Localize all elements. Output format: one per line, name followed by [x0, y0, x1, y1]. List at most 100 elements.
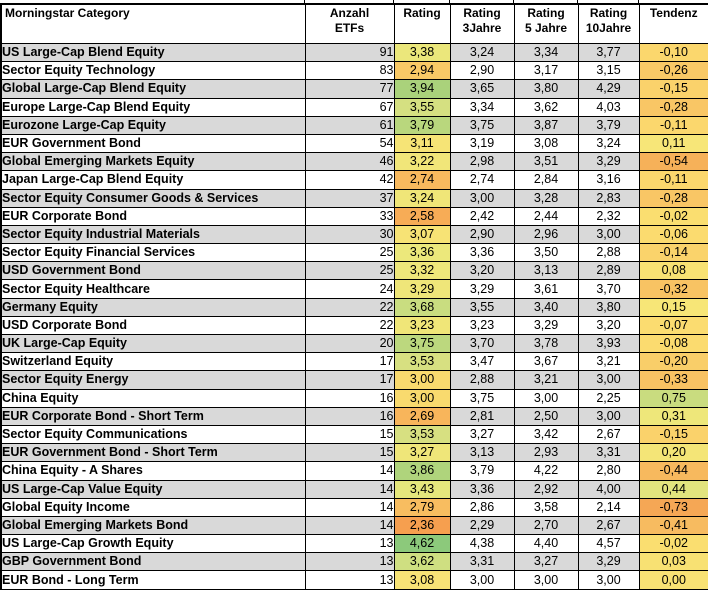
tendenz-cell[interactable]: -0,11 — [638, 170, 708, 190]
category-cell[interactable]: UK Large-Cap Equity — [0, 333, 306, 354]
rating-cell[interactable]: 3,62 — [393, 552, 451, 572]
rating-10jahre-cell[interactable]: 3,00 — [577, 224, 640, 245]
tendenz-cell[interactable]: -0,33 — [638, 370, 708, 390]
header-anzahl-etfs[interactable]: Anzahl ETFs — [304, 3, 395, 44]
rating-3jahre-cell[interactable]: 3,31 — [449, 552, 515, 572]
rating-10jahre-cell[interactable]: 2,25 — [577, 388, 640, 408]
anzahl-etfs-cell[interactable]: 83 — [304, 61, 395, 81]
tendenz-cell[interactable]: 0,44 — [638, 479, 708, 499]
rating-10jahre-cell[interactable]: 3,00 — [577, 406, 640, 426]
rating-5jahre-cell[interactable]: 4,40 — [513, 534, 579, 554]
rating-5jahre-cell[interactable]: 3,42 — [513, 424, 579, 445]
rating-3jahre-cell[interactable]: 3,65 — [449, 79, 515, 99]
rating-cell[interactable]: 3,53 — [393, 352, 451, 372]
rating-3jahre-cell[interactable]: 2,42 — [449, 206, 515, 226]
rating-cell[interactable]: 3,07 — [393, 224, 451, 245]
rating-cell[interactable]: 3,53 — [393, 424, 451, 445]
anzahl-etfs-cell[interactable]: 30 — [304, 224, 395, 245]
rating-5jahre-cell[interactable]: 3,08 — [513, 133, 579, 154]
rating-cell[interactable]: 2,58 — [393, 206, 451, 226]
rating-10jahre-cell[interactable]: 4,57 — [577, 534, 640, 554]
header-rating-3jahre[interactable]: Rating 3Jahre — [449, 3, 515, 44]
rating-cell[interactable]: 3,32 — [393, 261, 451, 281]
category-cell[interactable]: Global Large-Cap Blend Equity — [0, 79, 306, 99]
anzahl-etfs-cell[interactable]: 13 — [304, 570, 395, 590]
category-cell[interactable]: US Large-Cap Growth Equity — [0, 534, 306, 554]
tendenz-cell[interactable]: -0,02 — [638, 206, 708, 226]
anzahl-etfs-cell[interactable]: 20 — [304, 333, 395, 354]
rating-3jahre-cell[interactable]: 3,20 — [449, 261, 515, 281]
category-cell[interactable]: US Large-Cap Blend Equity — [0, 42, 306, 63]
rating-3jahre-cell[interactable]: 2,88 — [449, 370, 515, 390]
tendenz-cell[interactable]: -0,44 — [638, 461, 708, 481]
category-cell[interactable]: EUR Government Bond - Short Term — [0, 443, 306, 463]
rating-10jahre-cell[interactable]: 2,67 — [577, 424, 640, 445]
rating-10jahre-cell[interactable]: 3,80 — [577, 297, 640, 317]
rating-5jahre-cell[interactable]: 2,92 — [513, 479, 579, 499]
rating-cell[interactable]: 3,29 — [393, 279, 451, 299]
anzahl-etfs-cell[interactable]: 25 — [304, 261, 395, 281]
rating-3jahre-cell[interactable]: 3,34 — [449, 97, 515, 117]
rating-3jahre-cell[interactable]: 3,19 — [449, 133, 515, 154]
tendenz-cell[interactable]: 0,75 — [638, 388, 708, 408]
tendenz-cell[interactable]: 0,08 — [638, 261, 708, 281]
rating-5jahre-cell[interactable]: 3,61 — [513, 279, 579, 299]
rating-cell[interactable]: 2,74 — [393, 170, 451, 190]
anzahl-etfs-cell[interactable]: 15 — [304, 443, 395, 463]
rating-cell[interactable]: 2,94 — [393, 61, 451, 81]
rating-5jahre-cell[interactable]: 2,96 — [513, 224, 579, 245]
rating-3jahre-cell[interactable]: 3,75 — [449, 388, 515, 408]
rating-5jahre-cell[interactable]: 3,28 — [513, 188, 579, 208]
rating-5jahre-cell[interactable]: 3,78 — [513, 333, 579, 354]
rating-cell[interactable]: 3,86 — [393, 461, 451, 481]
rating-cell[interactable]: 3,23 — [393, 315, 451, 336]
rating-10jahre-cell[interactable]: 2,88 — [577, 243, 640, 263]
anzahl-etfs-cell[interactable]: 14 — [304, 461, 395, 481]
category-cell[interactable]: Europe Large-Cap Blend Equity — [0, 97, 306, 117]
anzahl-etfs-cell[interactable]: 22 — [304, 315, 395, 336]
rating-10jahre-cell[interactable]: 2,32 — [577, 206, 640, 226]
category-cell[interactable]: EUR Bond - Long Term — [0, 570, 306, 590]
tendenz-cell[interactable]: -0,10 — [638, 42, 708, 63]
category-cell[interactable]: Sector Equity Consumer Goods & Services — [0, 188, 306, 208]
rating-5jahre-cell[interactable]: 2,50 — [513, 406, 579, 426]
category-cell[interactable]: GBP Government Bond — [0, 552, 306, 572]
rating-3jahre-cell[interactable]: 3,27 — [449, 424, 515, 445]
rating-10jahre-cell[interactable]: 3,24 — [577, 133, 640, 154]
tendenz-cell[interactable]: -0,32 — [638, 279, 708, 299]
anzahl-etfs-cell[interactable]: 24 — [304, 279, 395, 299]
rating-cell[interactable]: 3,79 — [393, 115, 451, 135]
rating-cell[interactable]: 3,24 — [393, 188, 451, 208]
anzahl-etfs-cell[interactable]: 14 — [304, 515, 395, 536]
tendenz-cell[interactable]: -0,15 — [638, 79, 708, 99]
rating-5jahre-cell[interactable]: 3,00 — [513, 570, 579, 590]
anzahl-etfs-cell[interactable]: 15 — [304, 424, 395, 445]
anzahl-etfs-cell[interactable]: 61 — [304, 115, 395, 135]
rating-5jahre-cell[interactable]: 2,70 — [513, 515, 579, 536]
rating-10jahre-cell[interactable]: 3,29 — [577, 152, 640, 172]
rating-5jahre-cell[interactable]: 3,27 — [513, 552, 579, 572]
header-morningstar-category[interactable]: Morningstar Category — [0, 3, 306, 44]
category-cell[interactable]: Germany Equity — [0, 297, 306, 317]
rating-3jahre-cell[interactable]: 3,70 — [449, 333, 515, 354]
tendenz-cell[interactable]: -0,73 — [638, 497, 708, 517]
category-cell[interactable]: China Equity — [0, 388, 306, 408]
anzahl-etfs-cell[interactable]: 91 — [304, 42, 395, 63]
rating-5jahre-cell[interactable]: 3,13 — [513, 261, 579, 281]
rating-5jahre-cell[interactable]: 3,80 — [513, 79, 579, 99]
rating-5jahre-cell[interactable]: 2,93 — [513, 443, 579, 463]
category-cell[interactable]: Japan Large-Cap Blend Equity — [0, 170, 306, 190]
category-cell[interactable]: USD Government Bond — [0, 261, 306, 281]
tendenz-cell[interactable]: -0,41 — [638, 515, 708, 536]
rating-3jahre-cell[interactable]: 2,90 — [449, 224, 515, 245]
category-cell[interactable]: USD Corporate Bond — [0, 315, 306, 336]
rating-5jahre-cell[interactable]: 2,44 — [513, 206, 579, 226]
rating-10jahre-cell[interactable]: 3,70 — [577, 279, 640, 299]
anzahl-etfs-cell[interactable]: 67 — [304, 97, 395, 117]
rating-cell[interactable]: 3,38 — [393, 42, 451, 63]
tendenz-cell[interactable]: 0,11 — [638, 133, 708, 154]
anzahl-etfs-cell[interactable]: 33 — [304, 206, 395, 226]
tendenz-cell[interactable]: -0,28 — [638, 188, 708, 208]
anzahl-etfs-cell[interactable]: 42 — [304, 170, 395, 190]
rating-5jahre-cell[interactable]: 3,21 — [513, 370, 579, 390]
